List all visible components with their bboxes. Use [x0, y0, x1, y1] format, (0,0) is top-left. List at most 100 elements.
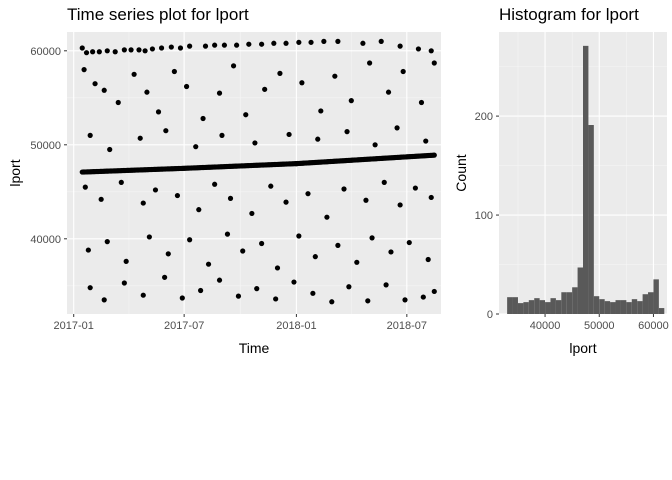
data-point [277, 70, 283, 76]
data-point [388, 249, 394, 255]
data-point [205, 261, 212, 267]
x-tick-label: 40000 [530, 320, 561, 332]
x-tick-label: 50000 [584, 320, 615, 332]
histogram-y-label: Count [453, 154, 469, 191]
histogram-bar [534, 298, 540, 314]
data-point [310, 290, 316, 296]
data-point [104, 48, 110, 54]
data-point [240, 248, 246, 254]
time-series-panel [67, 32, 441, 314]
data-point [98, 196, 104, 202]
data-point [165, 251, 171, 257]
time-series-ticks: 40000 50000 60000 2017-01 2017-07 2018-01 2018… [30, 46, 427, 332]
data-point [296, 233, 302, 239]
histogram-bar [620, 300, 627, 314]
data-point [177, 45, 184, 51]
data-point [299, 80, 305, 86]
time-series-x-label: Time [239, 340, 270, 356]
histogram-title: Histogram for lport [499, 5, 639, 24]
data-point [412, 185, 418, 191]
data-point [423, 138, 429, 144]
data-point [219, 132, 225, 138]
data-point [428, 194, 434, 201]
data-point [112, 49, 118, 55]
data-point [212, 181, 218, 187]
data-point [146, 234, 152, 240]
time-series-trend [79, 152, 437, 175]
data-point [367, 60, 373, 66]
data-point [187, 237, 193, 243]
data-point [291, 279, 297, 285]
histogram-bar [555, 300, 562, 314]
data-point [142, 48, 148, 54]
data-point [137, 135, 143, 141]
data-point [329, 299, 335, 305]
data-point [81, 67, 87, 73]
histogram-bar [566, 292, 573, 314]
y-tick-label: 0 [487, 309, 493, 321]
data-point [155, 109, 162, 115]
x-tick-label: 60000 [638, 320, 669, 332]
data-point [400, 68, 406, 75]
data-point [107, 146, 113, 153]
histogram-bar [653, 279, 659, 314]
data-point [332, 73, 338, 79]
histogram-bar [642, 294, 649, 314]
histogram-bar [550, 298, 556, 314]
data-point [96, 49, 102, 55]
data-point [394, 125, 400, 131]
histogram-x-label: lport [569, 340, 596, 356]
histogram-bar [507, 297, 513, 314]
data-point [123, 258, 129, 264]
data-point [271, 40, 277, 46]
data-point [354, 259, 360, 265]
data-point [183, 83, 190, 90]
histogram-bar [512, 297, 518, 314]
data-point [372, 142, 378, 148]
data-point [363, 197, 369, 203]
data-point [82, 184, 88, 190]
data-point [149, 46, 156, 52]
x-tick-label: 2018-07 [387, 320, 427, 332]
data-point [249, 210, 255, 217]
histogram-bar [561, 292, 567, 314]
histogram-bar [588, 125, 594, 314]
trend-point [431, 152, 437, 158]
data-point [259, 41, 265, 47]
data-point [118, 179, 124, 185]
data-point [193, 144, 199, 150]
histogram-bar [545, 302, 551, 314]
histogram-bar [517, 303, 524, 314]
histogram-bar [528, 300, 535, 314]
data-point [171, 68, 177, 75]
data-point [230, 63, 237, 69]
y-tick-label: 200 [475, 111, 493, 123]
data-point [420, 294, 426, 300]
data-point [431, 60, 437, 66]
x-tick-label: 2017-01 [54, 320, 94, 332]
data-point [378, 38, 384, 45]
data-point [196, 207, 202, 213]
data-point [283, 40, 289, 46]
histogram-bar [583, 45, 589, 314]
data-point [428, 48, 434, 54]
histogram-bar [539, 300, 546, 314]
data-point [163, 128, 169, 134]
data-point [221, 42, 228, 48]
data-point [140, 200, 146, 206]
data-point [335, 242, 341, 248]
x-tick-label: 2018-01 [276, 320, 316, 332]
data-point [286, 131, 292, 138]
time-series-title: Time series plot for lport [67, 5, 249, 24]
data-point [312, 254, 318, 260]
histogram-bar [610, 302, 616, 314]
y-tick-label: 40000 [30, 234, 61, 246]
data-point [346, 284, 352, 290]
data-point [174, 192, 181, 199]
histogram-bars [507, 45, 665, 314]
data-point [344, 129, 350, 135]
data-point [216, 90, 223, 96]
data-point [187, 43, 193, 49]
data-point [83, 50, 90, 56]
